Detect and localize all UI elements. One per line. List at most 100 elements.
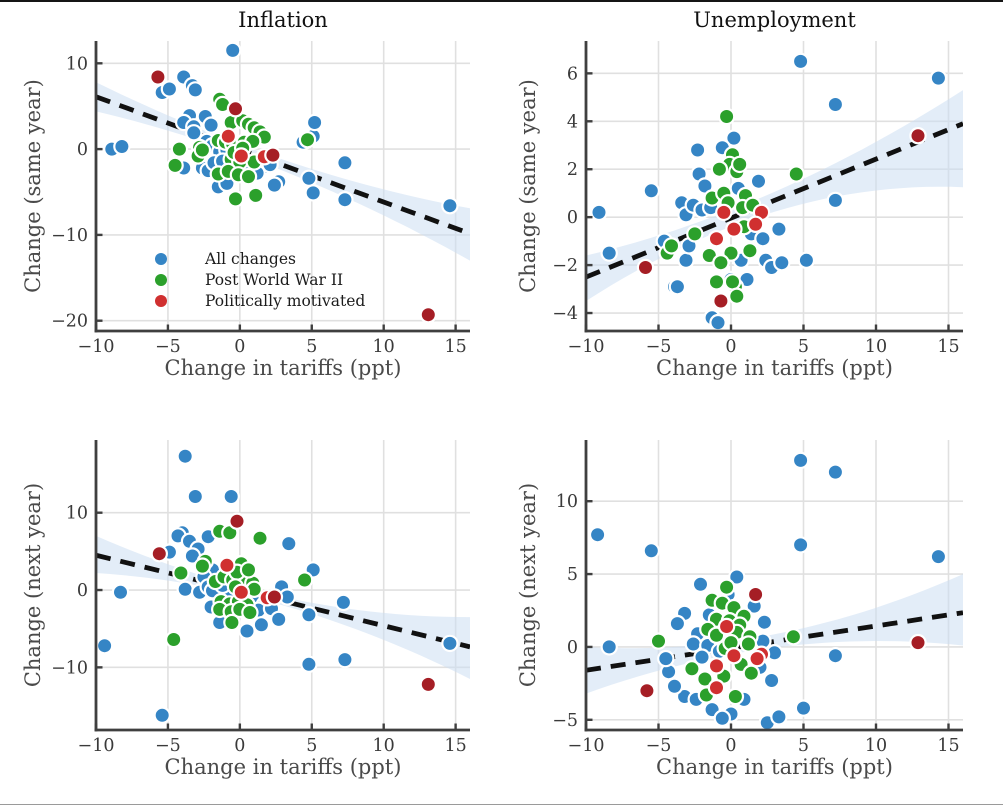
y-axis-label-same-year-right: Change (same year): [516, 79, 540, 293]
y-axis-label-next-year-right: Change (next year): [516, 482, 540, 688]
data-point-red: [218, 556, 236, 575]
data-point-green: [649, 632, 668, 650]
data-point-blue: [691, 575, 710, 594]
confidence-band: [96, 82, 470, 261]
data-point-blue: [270, 610, 288, 629]
data-point-dark_red: [712, 292, 730, 310]
y-axis-label-same-year-left: Change (same year): [21, 79, 45, 293]
data-point-blue: [441, 634, 459, 653]
x-tick-label: 15: [444, 337, 466, 357]
data-point-dark_red: [228, 512, 246, 530]
confidence-band: [96, 535, 470, 679]
y-tick-label: 2: [567, 160, 578, 180]
data-point-blue: [265, 176, 284, 194]
x-tick-label: 15: [444, 736, 466, 756]
data-point-blue: [160, 80, 179, 98]
data-point-green: [170, 140, 189, 158]
data-point-blue: [791, 52, 810, 71]
data-point-dark_red: [909, 126, 927, 145]
y-tick-label: 0: [77, 140, 88, 160]
legend-label: Post World War II: [205, 270, 344, 289]
x-tick-label: 10: [865, 337, 887, 357]
data-point-green: [717, 107, 736, 126]
legend-item-all-changes: All changes: [152, 248, 365, 269]
data-point-blue: [826, 463, 845, 481]
data-point-blue: [791, 451, 810, 470]
data-point-blue: [929, 69, 948, 87]
data-point-green: [193, 557, 212, 575]
data-point-blue: [754, 229, 772, 248]
data-point-red: [707, 679, 726, 697]
y-tick-label: 0: [567, 638, 578, 658]
data-point-green: [710, 160, 729, 178]
x-tick-label: 5: [306, 736, 317, 756]
y-tick-label: 10: [66, 504, 88, 524]
y-tick-label: −2: [552, 256, 578, 276]
y-tick-label: −20: [51, 312, 88, 332]
data-point-green: [166, 156, 184, 175]
x-axis-label-bottom-right: Change in tariffs (ppt): [656, 755, 893, 779]
data-point-green: [241, 603, 259, 622]
x-tick-label: −5: [646, 736, 672, 756]
y-tick-label: −4: [552, 304, 578, 324]
data-point-blue: [826, 95, 845, 114]
data-point-green: [193, 141, 212, 159]
data-point-blue: [709, 313, 727, 331]
y-tick-label: −10: [51, 226, 88, 246]
data-point-green: [712, 254, 730, 272]
data-point-dark_red: [264, 146, 282, 164]
data-point-red: [707, 657, 726, 675]
data-point-blue: [336, 190, 354, 209]
data-point-green: [717, 578, 736, 596]
data-point-blue: [153, 706, 171, 725]
data-point-dark_red: [638, 682, 656, 700]
legend-item-politically-motivated: Politically motivated: [152, 290, 365, 311]
data-point-blue: [770, 708, 788, 726]
data-point-blue: [725, 129, 743, 147]
legend-label: Politically motivated: [205, 291, 366, 310]
fit-line: [586, 610, 963, 673]
x-tick-label: 5: [306, 337, 317, 357]
data-point-green: [683, 660, 701, 678]
panel-title-unemployment: Unemployment: [693, 8, 856, 32]
x-axis-label-top-right: Change in tariffs (ppt): [656, 356, 893, 380]
x-tick-label: −5: [155, 736, 181, 756]
data-point-blue: [336, 650, 354, 669]
data-point-blue: [111, 583, 130, 602]
data-point-green: [787, 165, 806, 183]
y-tick-label: 10: [556, 492, 578, 512]
data-point-blue: [223, 41, 242, 60]
data-point-blue: [113, 137, 131, 156]
data-point-blue: [688, 141, 707, 159]
y-tick-label: 5: [567, 565, 578, 585]
data-point-green: [731, 155, 749, 174]
data-point-green: [223, 613, 241, 632]
x-tick-label: 5: [798, 736, 809, 756]
data-point-blue: [280, 534, 298, 553]
data-point-blue: [588, 526, 607, 544]
panel-title-inflation: Inflation: [238, 8, 328, 32]
data-point-blue: [176, 447, 194, 465]
x-tick-label: 0: [725, 736, 736, 756]
data-point-green: [295, 571, 314, 589]
data-point-blue: [334, 593, 353, 612]
data-point-blue: [929, 547, 948, 566]
confidence-band: [586, 90, 963, 301]
data-point-dark_red: [909, 633, 927, 652]
panel-inflation-same-year: −10 −5 0 5 10 15 10 0 −10 −20: [51, 41, 470, 357]
data-point-green: [726, 687, 745, 706]
data-point-blue: [773, 254, 791, 272]
data-point-blue: [590, 203, 608, 222]
panel-unemployment-next-year: −10 −5 0 5 10 15 10 5 0 −5: [552, 440, 963, 756]
data-point-green: [707, 273, 726, 291]
x-tick-label: −10: [568, 337, 605, 357]
data-point-blue: [252, 616, 271, 634]
data-point-blue: [202, 116, 220, 134]
panel-inflation-next-year: −10 −5 0 5 10 15 10 0 −10: [51, 440, 470, 756]
data-point-green: [742, 664, 761, 682]
data-point-red: [232, 147, 250, 165]
data-point-dark_red: [636, 258, 655, 277]
x-tick-label: −10: [78, 736, 115, 756]
data-point-dark_red: [419, 306, 437, 324]
